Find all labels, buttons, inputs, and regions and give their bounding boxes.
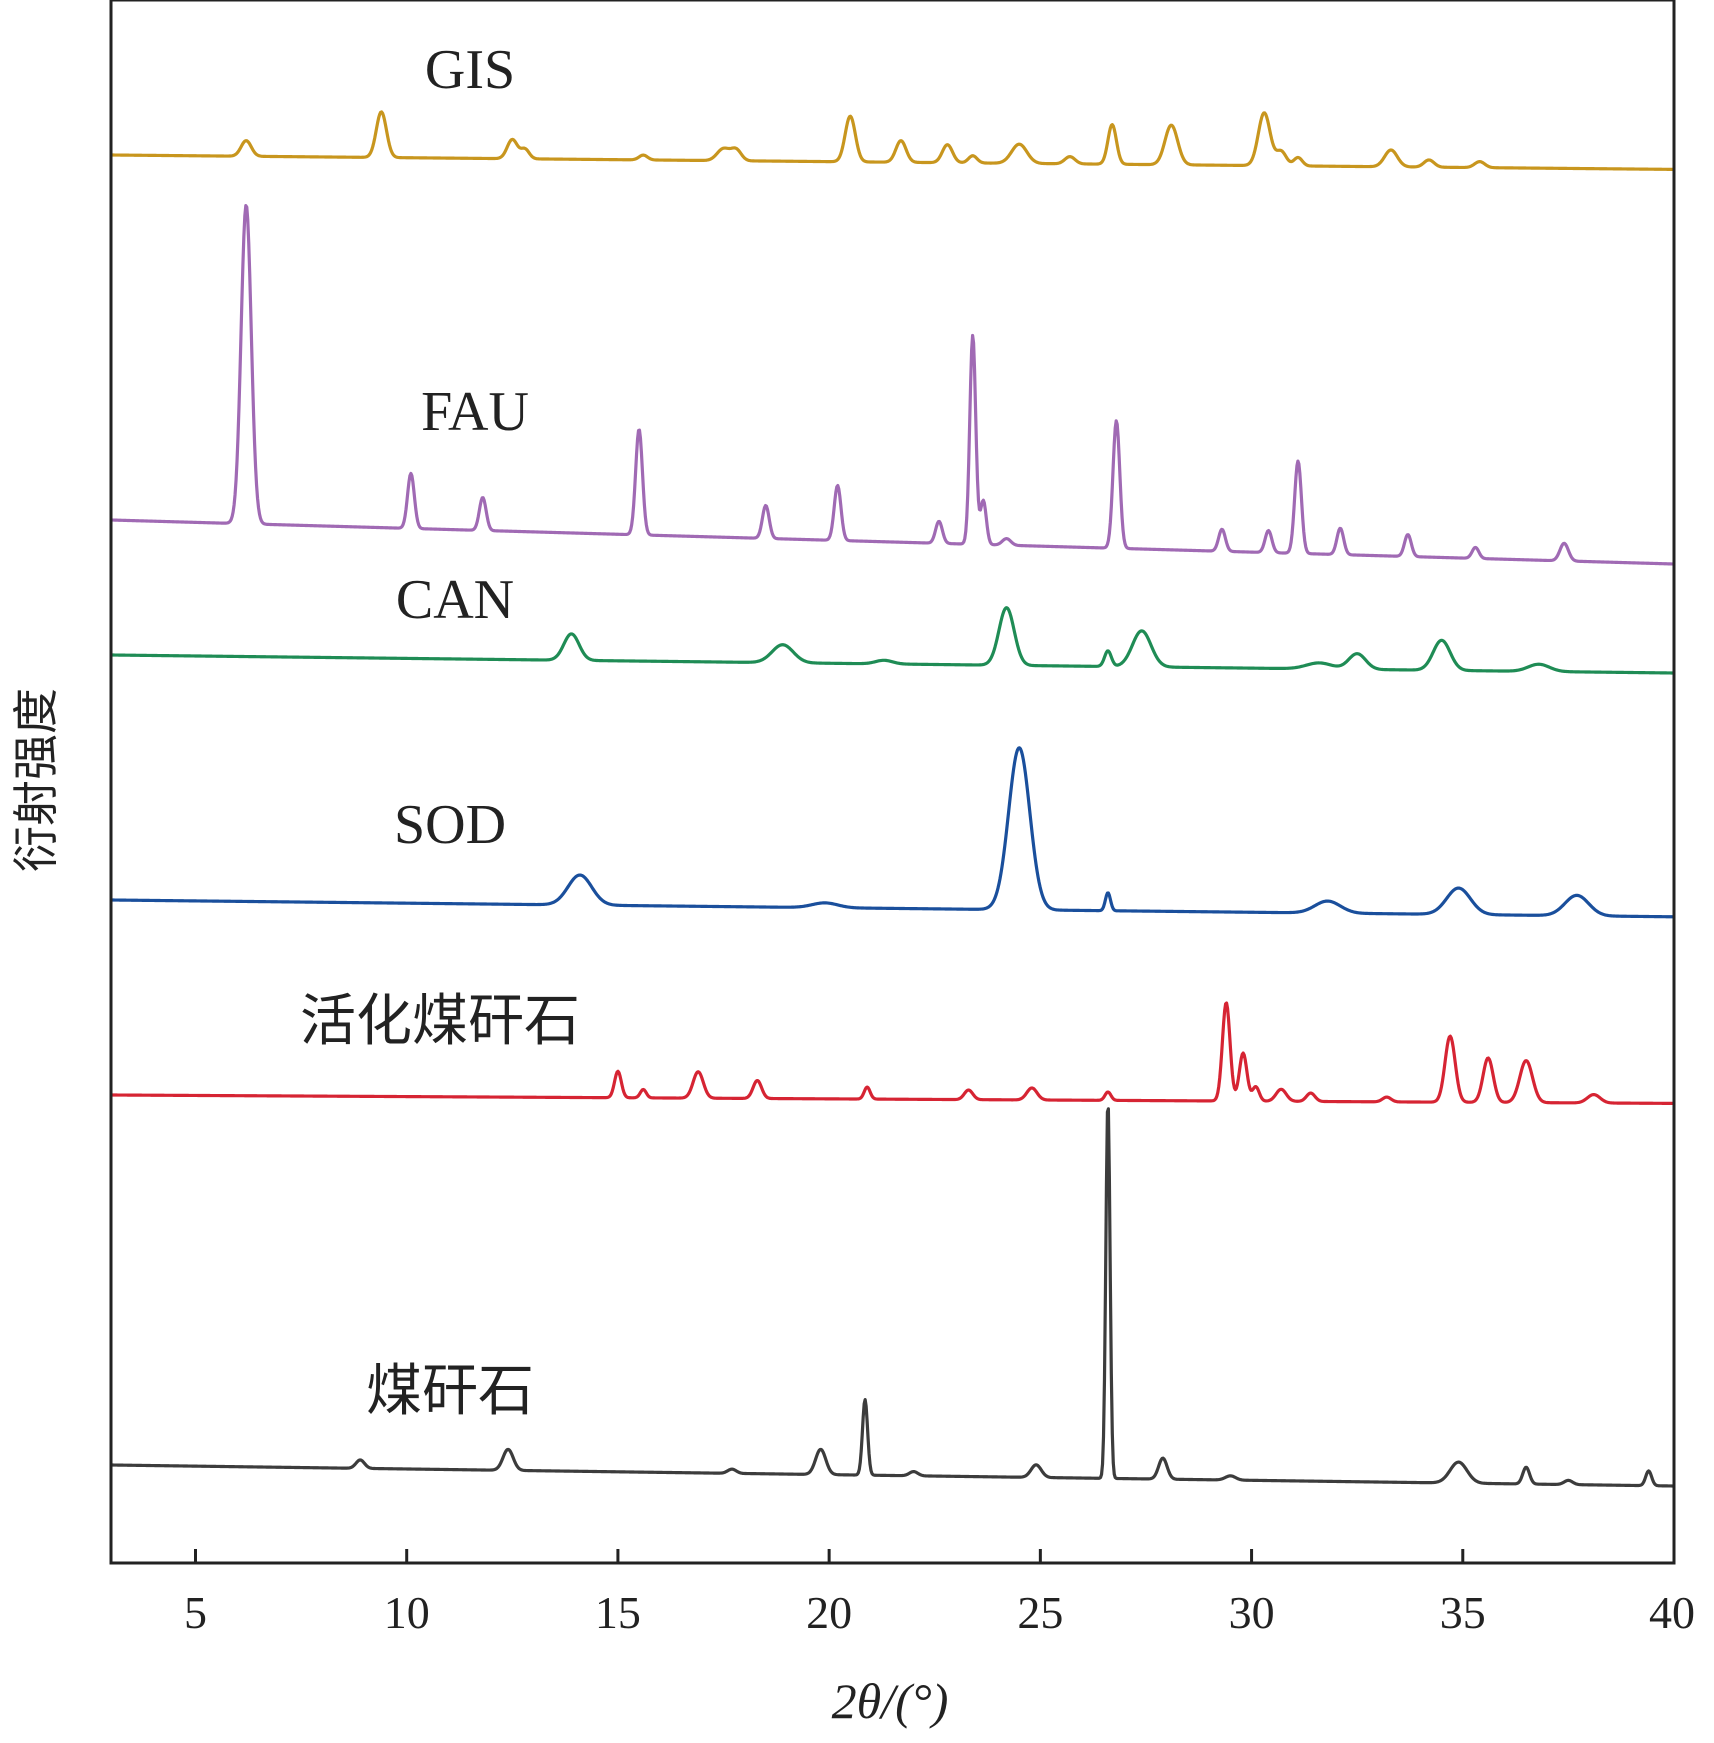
series-label-5: 活化煤矸石 <box>300 991 580 1053</box>
series-label-6: 煤矸石 <box>366 1361 534 1423</box>
y-axis-title: 衍射强度 <box>9 688 63 872</box>
series-label-4: SOD <box>394 794 506 856</box>
x-tick-label: 15 <box>595 1587 641 1638</box>
series-label-1: GIS <box>425 39 515 101</box>
x-axis-ticks: 5 10 15 20 25 30 35 40 <box>184 1549 1695 1638</box>
series-line-3 <box>110 606 1675 675</box>
series-label-2: FAU <box>421 381 529 443</box>
x-tick-label: 20 <box>806 1587 852 1638</box>
series-line-1 <box>110 110 1675 171</box>
x-tick-label: 35 <box>1440 1587 1486 1638</box>
series-line-4 <box>110 746 1675 919</box>
x-tick-label: 5 <box>184 1587 207 1638</box>
plot-frame <box>109 0 1676 1565</box>
series-label-3: CAN <box>396 569 514 631</box>
series-line-5 <box>110 1001 1675 1105</box>
x-tick-label: 40 <box>1649 1587 1695 1638</box>
x-tick-label: 30 <box>1229 1587 1275 1638</box>
series-line-6 <box>110 1107 1675 1488</box>
x-axis-title: 2θ/(°) <box>832 1673 949 1729</box>
series-curves <box>110 110 1675 1488</box>
series-line-2 <box>110 204 1675 566</box>
x-tick-label: 25 <box>1017 1587 1063 1638</box>
x-tick-label: 10 <box>384 1587 430 1638</box>
